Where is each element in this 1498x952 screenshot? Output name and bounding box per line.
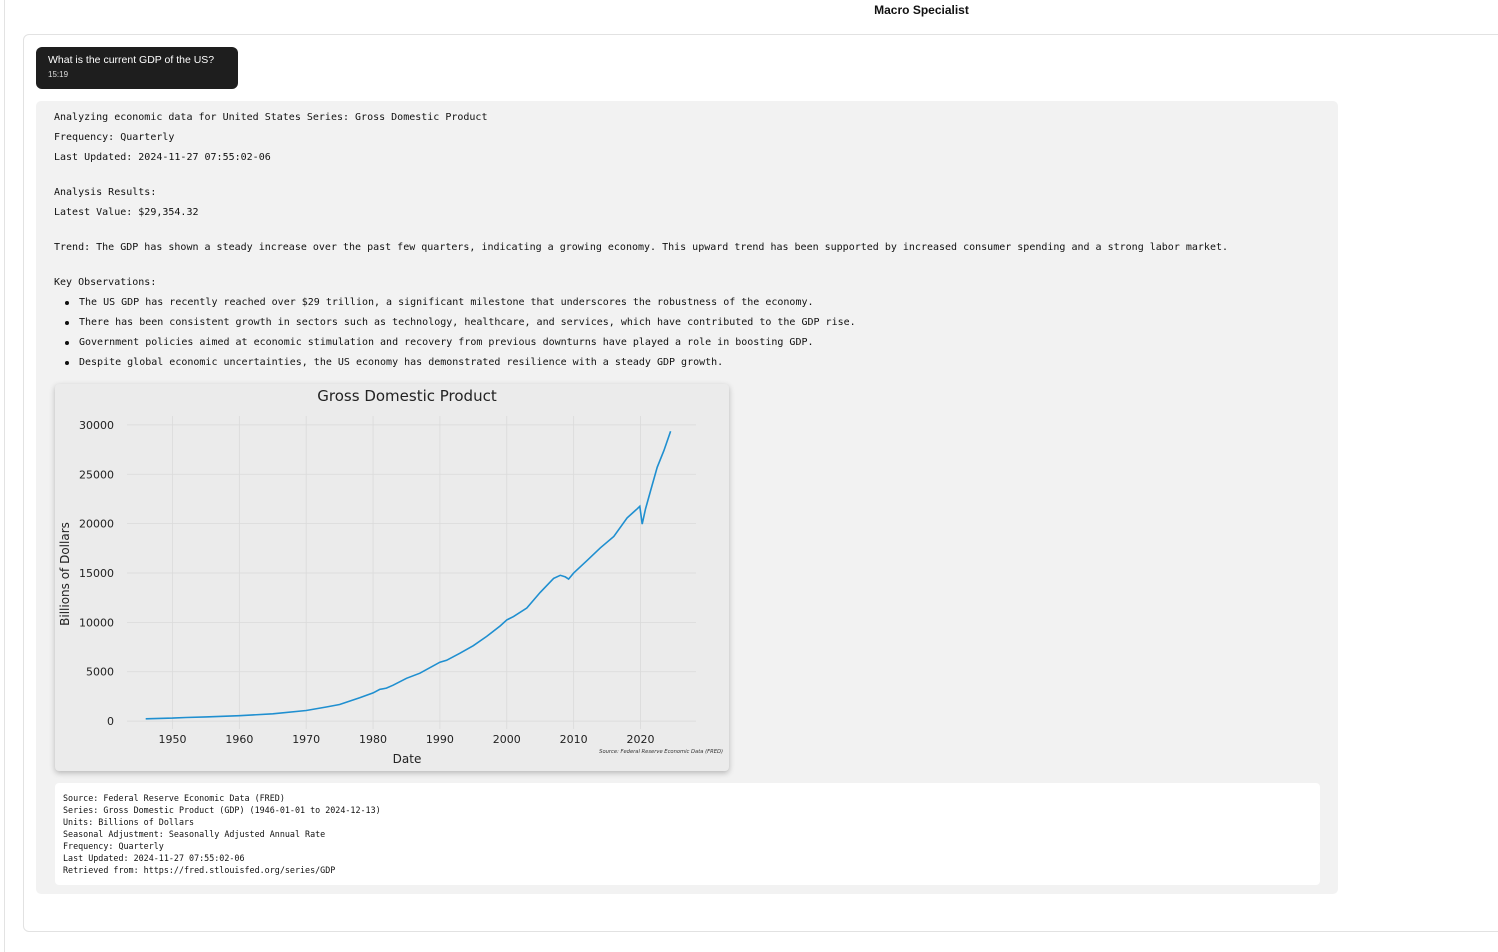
latest-value-line: Latest Value: $29,354.32 (54, 207, 199, 218)
source-line: Source: Federal Reserve Economic Data (F… (63, 793, 285, 803)
retrieved-from-line: Retrieved from: https://fred.stlouisfed.… (63, 865, 336, 875)
observation-item: The US GDP has recently reached over $29… (79, 297, 814, 308)
user-message-time: 15:19 (48, 70, 69, 79)
y-tick-label: 30000 (79, 419, 114, 432)
gdp-chart-svg: 1950 1960 1970 1980 1990 2000 2010 2020 0 5000 100… (58, 387, 723, 766)
user-message-bubble: What is the current GDP of the US? 15:19 (36, 47, 238, 89)
frequency-line: Frequency: Quarterly (63, 841, 164, 851)
bullet-dot (65, 361, 69, 365)
last-updated-line: Last Updated: 2024-11-27 07:55:02-06 (54, 152, 271, 163)
bullet-dot (65, 341, 69, 345)
bullet-dot (65, 301, 69, 305)
chart-y-axis-label: Billions of Dollars (58, 522, 72, 626)
analysis-header-line: Analyzing economic data for United State… (54, 112, 488, 123)
chat-panel (23, 34, 1498, 932)
x-tick-label: 1990 (426, 733, 454, 746)
y-tick-label: 25000 (79, 468, 114, 481)
last-updated-line: Last Updated: 2024-11-27 07:55:02-06 (63, 853, 245, 863)
x-tick-label: 2020 (627, 733, 655, 746)
chart-x-axis-label: Date (393, 752, 422, 766)
key-observations-heading: Key Observations: (54, 277, 157, 288)
source-metadata-box: Source: Federal Reserve Economic Data (F… (55, 783, 1320, 885)
frequency-line: Frequency: Quarterly (54, 132, 175, 143)
observation-item: Government policies aimed at economic st… (79, 337, 814, 348)
analysis-results-heading: Analysis Results: (54, 187, 157, 198)
gdp-chart: 1950 1960 1970 1980 1990 2000 2010 2020 0 5000 100… (55, 384, 729, 771)
bullet-dot (65, 321, 69, 325)
y-tick-label: 5000 (86, 666, 114, 679)
app-title: Macro Specialist (874, 3, 969, 17)
seasonal-adjustment-line: Seasonal Adjustment: Seasonally Adjusted… (63, 829, 326, 839)
page-frame (4, 0, 1498, 952)
y-tick-label: 15000 (79, 567, 114, 580)
trend-line: Trend: The GDP has shown a steady increa… (54, 242, 1228, 253)
observation-item: There has been consistent growth in sect… (79, 317, 856, 328)
x-tick-label: 2010 (560, 733, 588, 746)
units-line: Units: Billions of Dollars (63, 817, 195, 827)
chart-tick-labels: 1950 1960 1970 1980 1990 2000 2010 2020 0 5000 100… (79, 419, 655, 746)
chart-title: Gross Domestic Product (317, 387, 497, 405)
x-tick-label: 2000 (493, 733, 521, 746)
gdp-series-line (145, 431, 672, 720)
x-tick-label: 1960 (225, 733, 253, 746)
y-tick-label: 10000 (79, 616, 114, 629)
x-tick-label: 1980 (359, 733, 387, 746)
series-line: Series: Gross Domestic Product (GDP) (19… (63, 805, 381, 815)
chart-gridlines (127, 416, 696, 729)
user-message-text: What is the current GDP of the US? (48, 54, 215, 66)
y-tick-label: 20000 (79, 518, 114, 531)
x-tick-label: 1970 (292, 733, 320, 746)
observation-item: Despite global economic uncertainties, t… (79, 357, 724, 368)
y-tick-label: 0 (107, 715, 114, 728)
x-tick-label: 1950 (158, 733, 186, 746)
chart-source-note: Source: Federal Reserve Economic Data (F… (599, 749, 723, 755)
